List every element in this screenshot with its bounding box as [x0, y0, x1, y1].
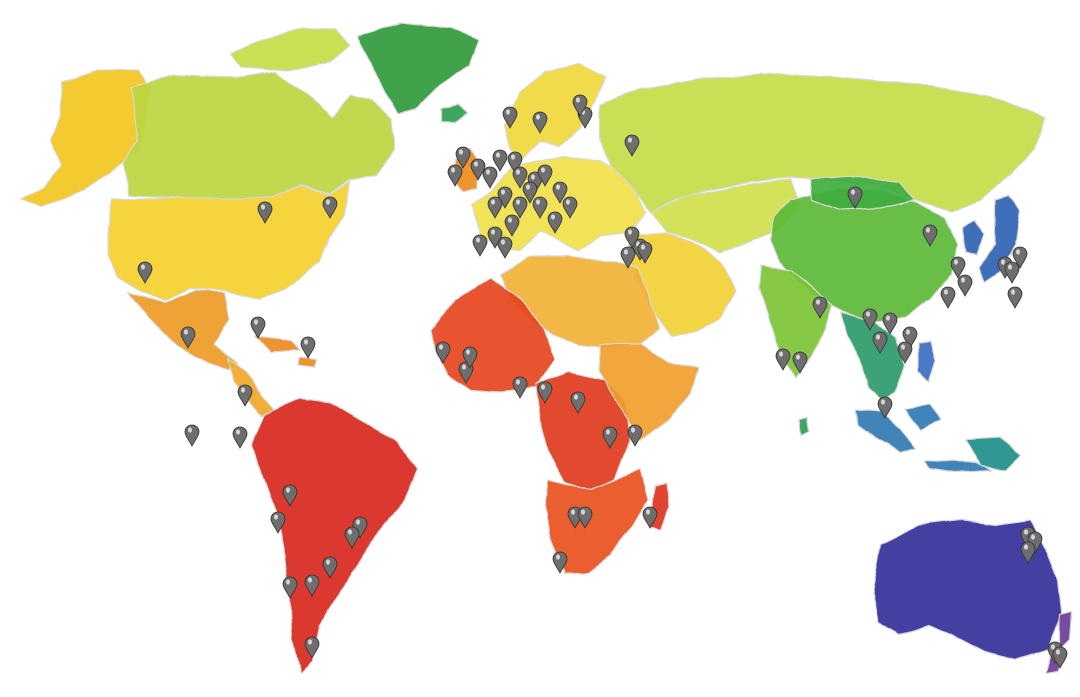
- region-east-africa: [599, 344, 699, 441]
- region-arctic-islands: [229, 27, 351, 71]
- location-pin-icon[interactable]: [472, 234, 488, 257]
- location-pin-icon[interactable]: [482, 166, 498, 189]
- region-southern-africa: [544, 469, 649, 573]
- region-alaska: [19, 69, 151, 209]
- region-central-america: [227, 359, 276, 417]
- region-mongolia: [809, 175, 916, 211]
- location-pin-icon[interactable]: [300, 336, 316, 359]
- region-usa: [107, 181, 351, 301]
- region-iceland: [439, 103, 469, 123]
- location-pin-icon[interactable]: [940, 286, 956, 309]
- location-pin-icon[interactable]: [250, 316, 266, 339]
- region-south-america: [251, 397, 419, 673]
- location-pin-icon[interactable]: [775, 348, 791, 371]
- location-pin-icon[interactable]: [232, 426, 248, 449]
- region-southeast-asia: [839, 311, 906, 403]
- region-russia: [599, 73, 1046, 213]
- location-pin-icon[interactable]: [497, 236, 513, 259]
- region-greenland: [357, 21, 481, 116]
- region-sri-lanka: [799, 417, 811, 437]
- location-pin-icon[interactable]: [1004, 261, 1020, 284]
- location-pin-icon[interactable]: [512, 376, 528, 399]
- region-canada: [123, 71, 396, 199]
- region-caribbean: [254, 335, 319, 369]
- region-papua: [964, 437, 1021, 471]
- location-pin-icon[interactable]: [184, 424, 200, 447]
- location-pin-icon[interactable]: [627, 424, 643, 447]
- region-philippines: [917, 341, 936, 383]
- region-central-africa: [534, 371, 631, 493]
- region-indonesia: [854, 403, 991, 473]
- location-pin-icon[interactable]: [957, 274, 973, 297]
- location-pin-icon[interactable]: [1007, 286, 1023, 309]
- location-pin-icon[interactable]: [492, 149, 508, 172]
